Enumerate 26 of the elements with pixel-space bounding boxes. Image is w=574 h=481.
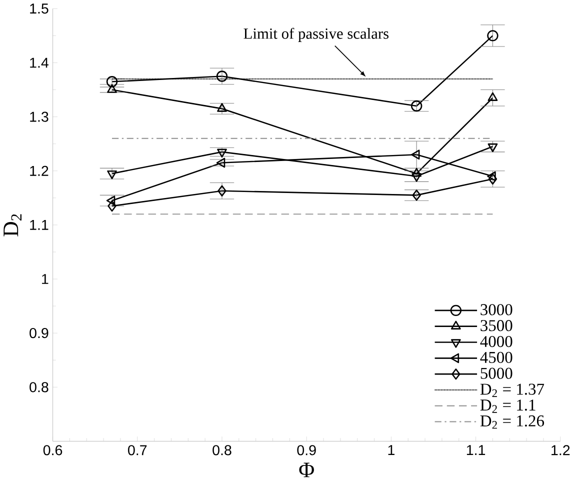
x-tick-label: 1	[388, 445, 394, 456]
y-tick-label: 1.4	[30, 58, 48, 68]
legend-label: 4500	[480, 352, 512, 364]
legend-label: 3000	[480, 304, 512, 316]
x-tick-label: 1.1	[466, 445, 486, 456]
y-tick-label: 1.5	[30, 4, 48, 14]
y-tick-label: 0.9	[30, 328, 48, 338]
annotation: Limit of passive scalars	[244, 28, 388, 42]
y-tick-label: 1.1	[30, 220, 48, 230]
legend-label: D$_{2}$ = 1.1	[480, 400, 536, 413]
y-tick-label: 1.3	[30, 112, 48, 122]
y-tick-label: 1.2	[30, 166, 48, 176]
legend-label: 5000	[480, 368, 512, 379]
legend-label: 4000	[480, 336, 512, 348]
x-axis-title: Φ	[299, 462, 314, 478]
legend-label: 3500	[480, 320, 512, 332]
legend-label: D$_{2}$ = 1.37	[480, 384, 544, 398]
y-axis-title: D$_{2}$	[4, 214, 22, 236]
x-tick-label: 0.9	[297, 445, 316, 456]
x-tick-label: 0.7	[128, 445, 147, 456]
y-tick-label: 0.8	[30, 382, 48, 392]
y-tick-label: 1	[42, 274, 48, 284]
x-tick-label: 1.2	[552, 445, 570, 456]
x-tick-label: 0.6	[43, 445, 62, 456]
legend-label: D$_{2}$ = 1.26	[480, 415, 544, 429]
x-tick-label: 0.8	[212, 445, 232, 456]
